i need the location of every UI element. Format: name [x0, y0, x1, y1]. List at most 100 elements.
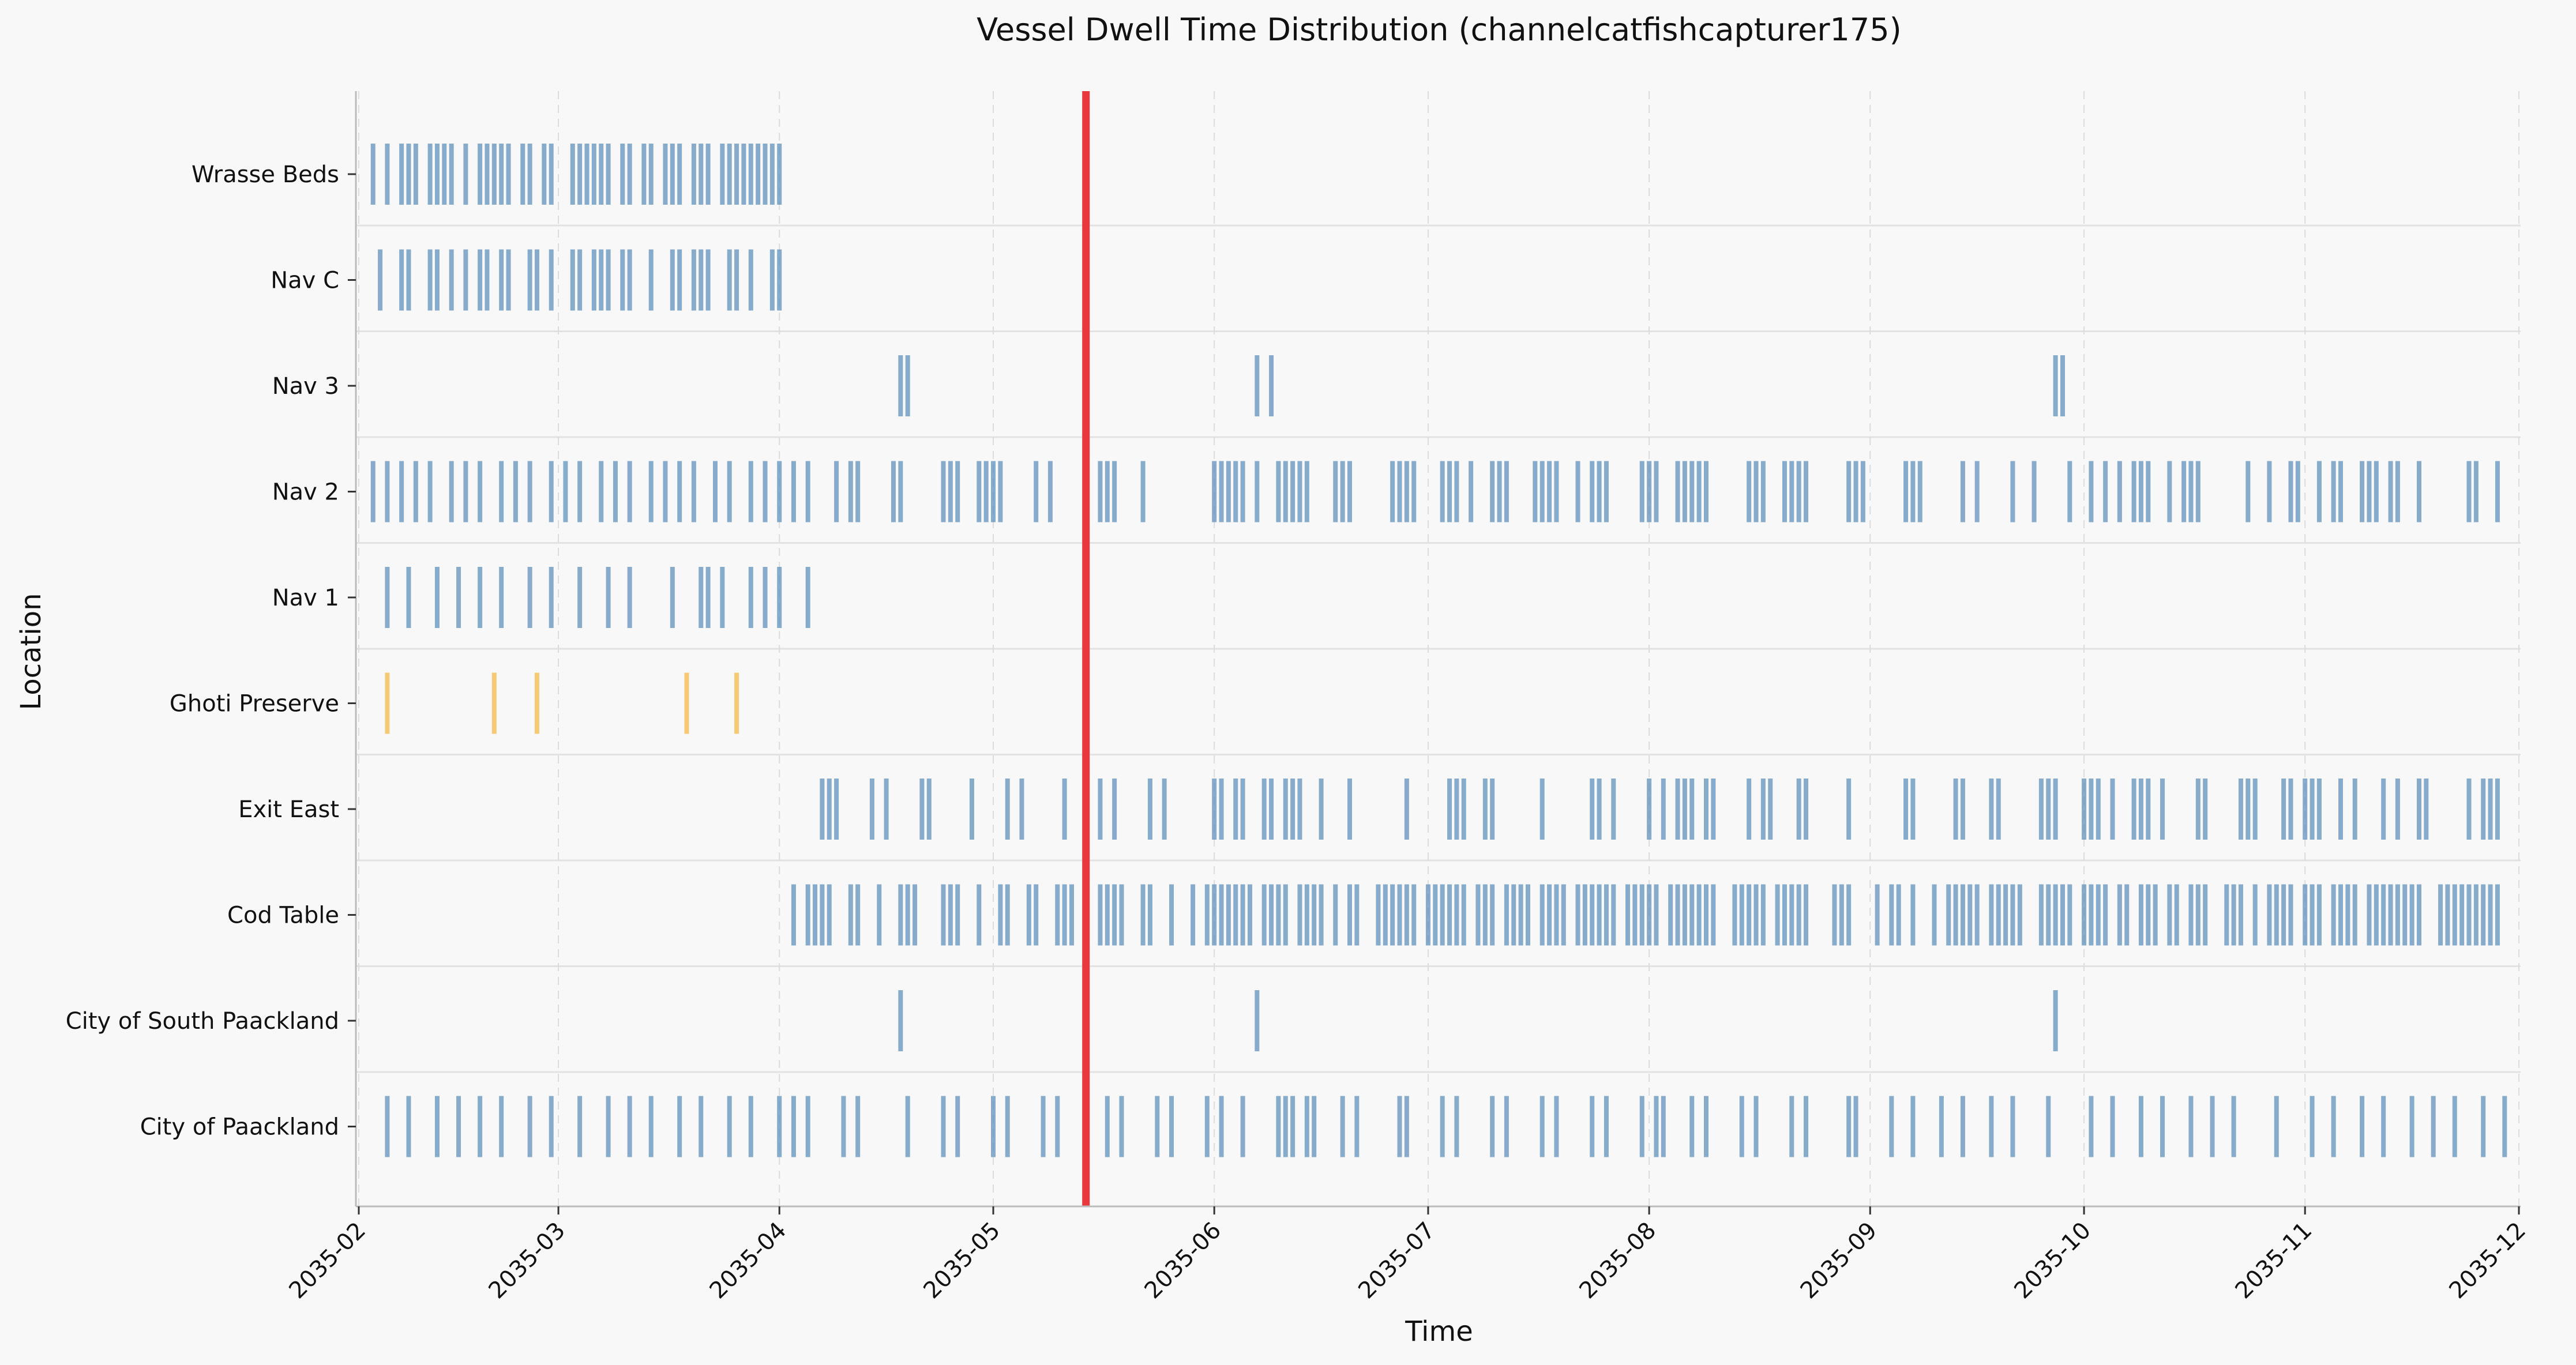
dwell-mark	[1561, 884, 1566, 946]
dwell-mark	[1062, 779, 1067, 840]
dwell-mark	[955, 1096, 960, 1157]
dwell-mark	[670, 144, 675, 205]
dwell-mark	[2224, 884, 2229, 946]
dwell-mark	[2466, 779, 2472, 840]
dwell-mark	[385, 461, 390, 522]
dwell-mark	[1155, 1096, 1160, 1157]
dwell-mark	[1140, 884, 1146, 946]
dwell-mark	[1547, 461, 1552, 522]
dwell-mark	[2395, 884, 2400, 946]
dwell-mark	[1005, 779, 1010, 840]
dwell-mark	[1689, 884, 1695, 946]
dwell-mark	[1347, 461, 1353, 522]
dwell-mark	[2495, 884, 2500, 946]
dwell-mark	[1960, 1096, 1965, 1157]
dwell-mark	[506, 249, 511, 311]
y-tick-label: Nav 1	[272, 585, 339, 611]
dwell-mark	[1804, 779, 1809, 840]
dwell-mark	[941, 461, 946, 522]
dwell-mark	[491, 144, 497, 205]
dwell-mark	[1753, 1096, 1759, 1157]
dwell-mark	[1989, 1096, 1994, 1157]
dwell-mark	[2295, 461, 2300, 522]
dwell-mark	[1632, 884, 1638, 946]
dwell-mark	[1853, 1096, 1858, 1157]
dwell-mark	[1169, 884, 1174, 946]
dwell-mark	[977, 884, 982, 946]
dwell-mark	[1255, 461, 1260, 522]
dwell-mark	[1675, 779, 1680, 840]
dwell-mark	[1974, 461, 1980, 522]
dwell-mark	[1119, 884, 1124, 946]
dwell-mark	[1518, 884, 1523, 946]
dwell-mark	[926, 779, 932, 840]
dwell-mark	[2488, 884, 2493, 946]
dwell-mark	[756, 144, 761, 205]
dwell-mark	[2416, 884, 2421, 946]
dwell-mark	[2331, 1096, 2336, 1157]
dwell-mark	[1625, 884, 1631, 946]
dwell-mark	[734, 144, 739, 205]
dwell-mark	[2473, 461, 2479, 522]
dwell-mark	[763, 461, 768, 522]
dwell-mark	[705, 249, 711, 311]
dwell-mark	[1639, 1096, 1644, 1157]
dwell-mark	[2495, 779, 2500, 840]
dwell-mark	[591, 249, 596, 311]
dwell-mark	[1240, 1096, 1245, 1157]
dwell-mark	[399, 144, 404, 205]
dwell-mark	[2131, 461, 2136, 522]
dwell-mark	[1732, 884, 1737, 946]
dwell-mark	[777, 1096, 782, 1157]
dwell-mark	[684, 672, 689, 734]
dwell-mark	[2331, 461, 2336, 522]
dwell-mark	[449, 249, 454, 311]
dwell-mark	[1390, 461, 1395, 522]
dwell-mark	[542, 144, 547, 205]
dwell-mark	[805, 461, 810, 522]
dwell-mark	[442, 144, 447, 205]
dwell-mark	[1682, 779, 1687, 840]
dwell-mark	[627, 567, 632, 628]
dwell-mark	[748, 144, 753, 205]
dwell-mark	[1575, 884, 1580, 946]
dwell-mark	[1661, 1096, 1666, 1157]
dwell-mark	[1760, 779, 1766, 840]
dwell-mark	[370, 461, 375, 522]
dwell-mark	[1789, 461, 1794, 522]
dwell-mark	[1454, 461, 1459, 522]
dwell-mark	[1255, 355, 1260, 416]
dwell-mark	[463, 144, 468, 205]
dwell-mark	[2160, 779, 2165, 840]
dwell-mark	[777, 461, 782, 522]
dwell-mark	[1469, 461, 1474, 522]
dwell-mark	[777, 144, 782, 205]
dwell-mark	[478, 461, 483, 522]
dwell-mark	[2060, 355, 2065, 416]
dwell-mark	[2338, 461, 2344, 522]
y-tick-label: Ghoti Preserve	[170, 691, 339, 717]
dwell-mark	[1290, 779, 1295, 840]
dwell-mark	[527, 249, 532, 311]
dwell-mark	[2331, 884, 2336, 946]
dwell-mark	[1034, 461, 1039, 522]
dwell-mark	[2374, 461, 2379, 522]
dwell-mark	[434, 567, 440, 628]
dwell-mark	[1782, 884, 1787, 946]
dwell-mark	[2089, 1096, 2094, 1157]
dwell-mark	[1946, 884, 1951, 946]
dwell-mark	[791, 1096, 796, 1157]
dwell-mark	[1804, 1096, 1809, 1157]
dwell-mark	[2146, 884, 2151, 946]
dwell-mark	[769, 249, 775, 311]
dwell-mark	[2402, 884, 2408, 946]
dwell-mark	[549, 144, 554, 205]
dwell-mark	[1447, 884, 1452, 946]
dwell-mark	[1397, 884, 1402, 946]
dwell-mark	[1889, 884, 1894, 946]
dwell-mark	[2096, 779, 2101, 840]
dwell-mark	[2274, 1096, 2279, 1157]
dwell-mark	[463, 461, 468, 522]
dwell-mark	[648, 1096, 654, 1157]
dwell-mark	[449, 144, 454, 205]
